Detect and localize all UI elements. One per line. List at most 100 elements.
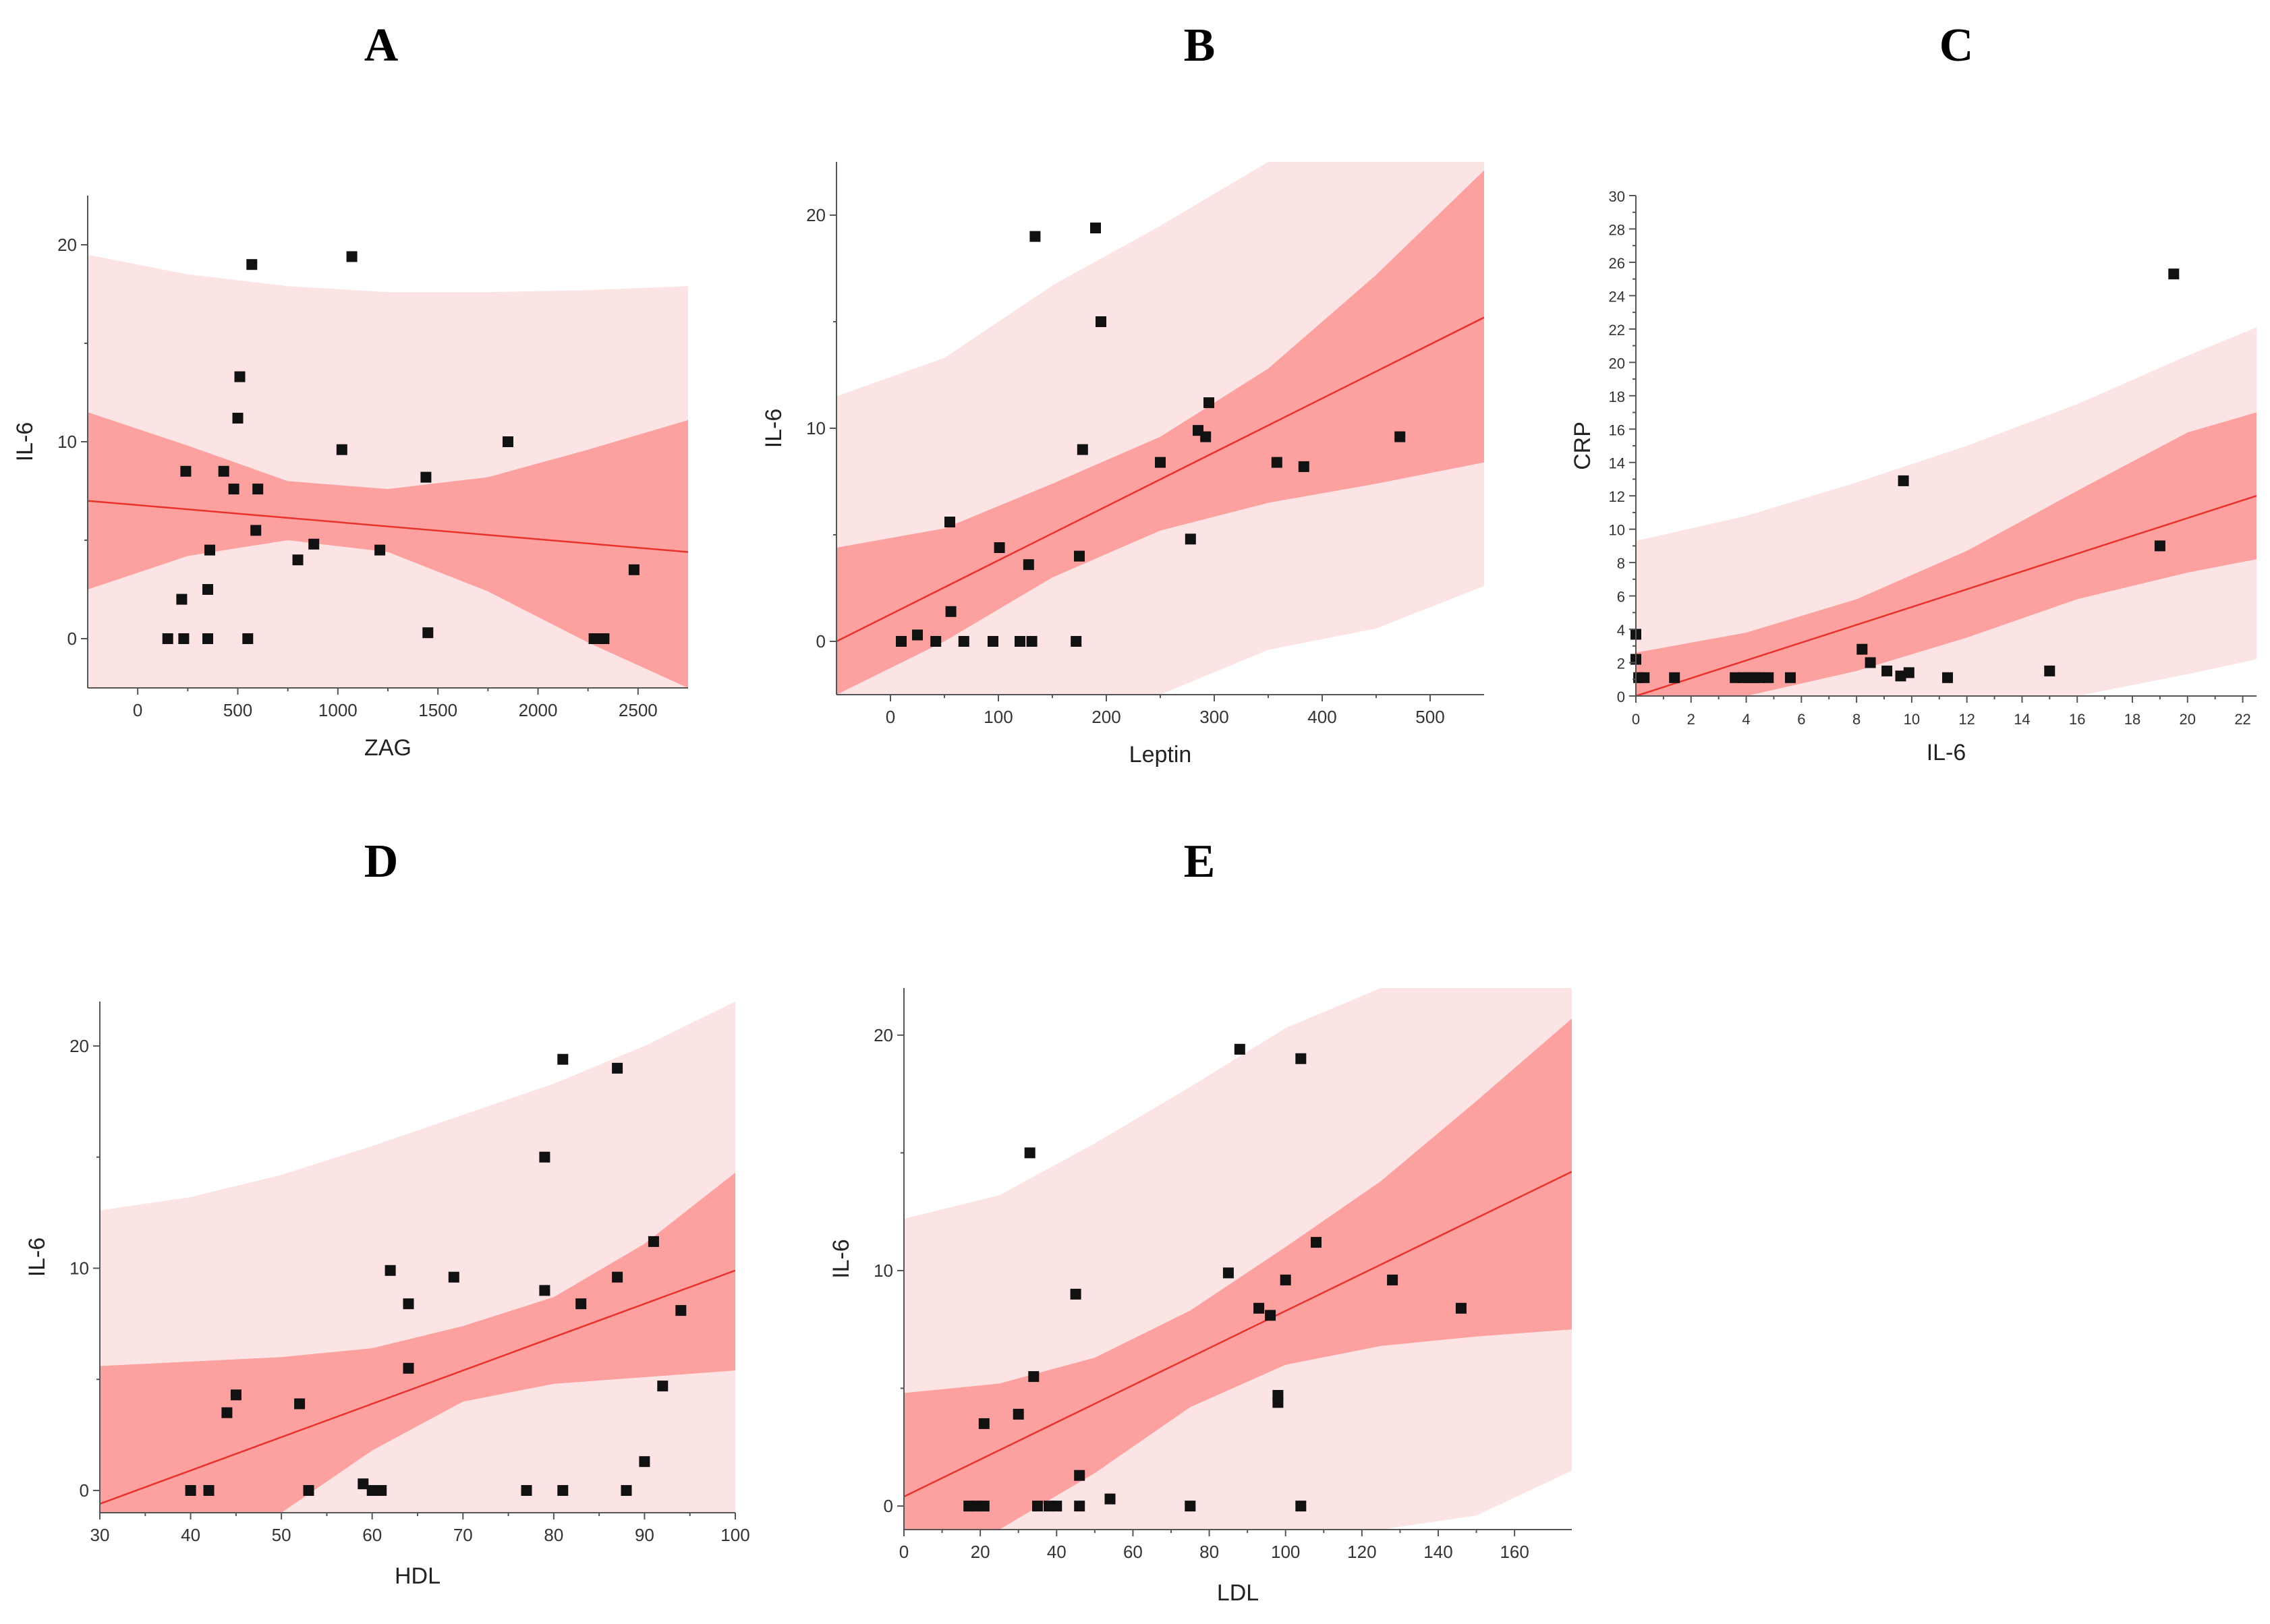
data-point xyxy=(1898,475,1909,486)
regression-line xyxy=(904,1171,1572,1498)
data-point xyxy=(1755,672,1765,683)
x-tick-label: 4 xyxy=(1742,711,1750,728)
data-point xyxy=(385,1265,396,1276)
data-point xyxy=(944,517,955,527)
x-tick-label: 500 xyxy=(1415,707,1444,727)
x-axis-title: IL-6 xyxy=(1927,740,1966,765)
data-point xyxy=(1730,672,1741,683)
x-tick-label: 0 xyxy=(886,707,895,727)
x-tick-label: 60 xyxy=(362,1525,382,1545)
y-tick-label: 10 xyxy=(874,1260,893,1281)
y-tick-label: 2 xyxy=(1617,656,1625,672)
data-point xyxy=(1077,444,1088,455)
data-point xyxy=(1942,672,1953,683)
y-tick-label: 10 xyxy=(806,418,826,438)
x-tick-label: 10 xyxy=(1904,711,1920,728)
y-tick-label: 0 xyxy=(1617,689,1625,705)
data-point xyxy=(1639,672,1650,683)
data-point xyxy=(912,629,923,641)
data-point xyxy=(1881,665,1893,676)
data-point xyxy=(448,1271,459,1283)
panel-letter: C xyxy=(1939,20,1974,71)
confidence-band xyxy=(100,1172,735,1513)
data-point xyxy=(1104,1493,1116,1505)
y-tick-label: 0 xyxy=(816,631,826,651)
data-point xyxy=(539,1285,550,1296)
x-tick-label: 0 xyxy=(133,700,142,720)
regression-line xyxy=(1636,495,2257,696)
x-tick-label: 8 xyxy=(1852,711,1861,728)
x-tick-label: 2000 xyxy=(519,700,558,720)
x-tick-label: 40 xyxy=(181,1525,200,1545)
y-tick-label: 18 xyxy=(1609,388,1625,405)
data-point xyxy=(521,1485,532,1496)
data-point xyxy=(539,1151,550,1163)
data-point xyxy=(1856,643,1868,655)
y-tick-label: 20 xyxy=(874,1025,893,1045)
data-point xyxy=(1295,1053,1307,1064)
x-tick-label: 40 xyxy=(1047,1542,1067,1562)
data-point xyxy=(930,636,942,647)
data-point xyxy=(1185,1501,1196,1512)
x-tick-label: 80 xyxy=(1199,1542,1219,1562)
x-tick-label: 1000 xyxy=(318,700,358,720)
data-point xyxy=(588,633,600,644)
x-tick-label: 70 xyxy=(453,1525,473,1545)
plot-area xyxy=(1636,327,2257,696)
data-point xyxy=(1096,316,1106,327)
plot-area xyxy=(100,1002,735,1513)
data-point xyxy=(1032,1501,1043,1512)
y-axis-title: IL-6 xyxy=(828,1239,854,1279)
data-point xyxy=(639,1456,650,1468)
data-point xyxy=(204,544,215,556)
x-tick-label: 400 xyxy=(1307,707,1336,727)
x-tick-label: 100 xyxy=(720,1525,749,1545)
plot-area xyxy=(88,254,688,688)
y-axis-title: IL-6 xyxy=(12,422,38,462)
x-tick-label: 2 xyxy=(1687,711,1695,728)
data-point xyxy=(1090,223,1101,233)
data-point xyxy=(675,1305,687,1316)
x-tick-label: 500 xyxy=(223,700,252,720)
data-point xyxy=(185,1485,196,1496)
data-point xyxy=(202,633,213,644)
data-point xyxy=(218,465,229,477)
panel-letter: D xyxy=(364,836,399,888)
x-tick-label: 18 xyxy=(2124,711,2140,728)
data-point xyxy=(1280,1274,1291,1285)
data-point xyxy=(1155,457,1166,468)
data-point xyxy=(176,593,188,605)
y-tick-label: 4 xyxy=(1617,622,1625,639)
data-point xyxy=(1203,397,1214,409)
data-point xyxy=(994,542,1005,553)
data-point xyxy=(896,636,907,647)
panel-d: 30 40 50 60 70 80 90 100 0 10 20 HDL IL-6 D xyxy=(24,836,750,1589)
data-point xyxy=(557,1485,569,1496)
x-tick-label: 80 xyxy=(544,1525,563,1545)
regression-line xyxy=(100,1269,735,1505)
data-point xyxy=(1865,657,1876,668)
y-axis-title: CRP xyxy=(1570,422,1595,470)
x-axis-title: LDL xyxy=(1217,1580,1259,1606)
y-tick-label: 0 xyxy=(67,629,77,649)
panel-c: 0 2 4 6 8 10 12 14 16 18 20 22024681012141618202224… xyxy=(1570,20,2257,765)
data-point xyxy=(1015,636,1025,647)
data-point xyxy=(1074,1501,1085,1512)
data-point xyxy=(308,538,320,550)
data-point xyxy=(1013,1408,1024,1420)
data-point xyxy=(1029,231,1041,242)
y-tick-label: 0 xyxy=(884,1496,893,1516)
data-point xyxy=(557,1053,569,1065)
data-point xyxy=(958,636,969,647)
data-point xyxy=(628,564,640,575)
x-tick-label: 100 xyxy=(984,707,1013,727)
data-point xyxy=(1394,431,1406,442)
x-tick-label: 160 xyxy=(1500,1542,1529,1562)
y-tick-label: 6 xyxy=(1617,589,1625,606)
data-point xyxy=(242,633,254,644)
panel-letter: E xyxy=(1184,836,1216,888)
x-tick-label: 0 xyxy=(1632,711,1640,728)
data-point xyxy=(1669,672,1680,683)
y-tick-label: 0 xyxy=(80,1480,89,1501)
